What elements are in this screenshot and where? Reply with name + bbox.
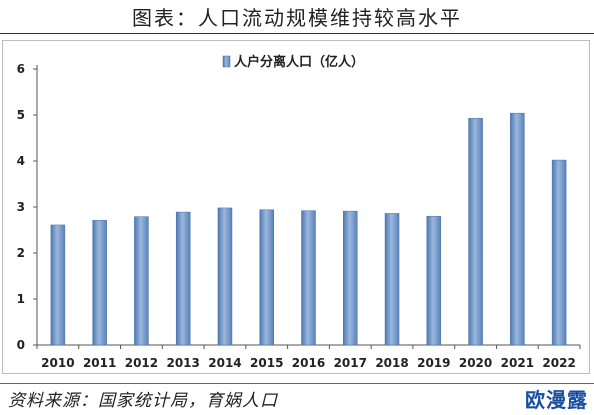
x-tick-label: 2015 xyxy=(250,356,283,370)
bar-2019 xyxy=(426,215,442,346)
bar-2013 xyxy=(175,211,191,346)
bar-2016 xyxy=(301,210,316,346)
x-tick-label: 2019 xyxy=(417,356,450,370)
y-tick-label: 2 xyxy=(17,246,25,260)
title-divider xyxy=(0,33,594,34)
bar-2020 xyxy=(468,117,483,346)
x-tick-label: 2021 xyxy=(501,356,534,370)
chart-frame xyxy=(2,40,590,374)
bar-2012 xyxy=(134,216,149,346)
source-note: 资料来源：国家统计局，育娲人口 xyxy=(8,391,278,411)
y-tick-label: 3 xyxy=(17,200,25,214)
x-tick-label: 2014 xyxy=(208,356,241,370)
page-title: 图表：人口流动规模维持较高水平 xyxy=(132,6,462,30)
legend-swatch xyxy=(222,55,231,68)
bar-2014 xyxy=(217,207,233,346)
bar-2015 xyxy=(259,209,274,346)
bar-2022 xyxy=(551,159,567,346)
y-tick-label: 5 xyxy=(17,108,25,122)
bar-2011 xyxy=(92,220,107,346)
y-tick-label: 6 xyxy=(17,62,25,76)
x-tick-label: 2010 xyxy=(41,356,74,370)
x-tick-label: 2013 xyxy=(166,356,199,370)
y-tick-label: 0 xyxy=(17,338,25,352)
y-tick-label: 1 xyxy=(17,292,25,306)
x-tick-label: 2018 xyxy=(375,356,408,370)
watermark-logo: 欧漫露 xyxy=(525,388,588,412)
y-tick-label: 4 xyxy=(17,154,25,168)
x-tick-label: 2016 xyxy=(292,356,325,370)
x-tick-label: 2012 xyxy=(125,356,158,370)
legend-label: 人户分离人口（亿人） xyxy=(234,54,364,70)
bar-2017 xyxy=(343,210,358,346)
chart-bars xyxy=(50,112,567,346)
x-tick-label: 2020 xyxy=(459,356,492,370)
x-tick-label: 2022 xyxy=(542,356,575,370)
bar-2010 xyxy=(50,224,66,346)
chart-legend: 人户分离人口（亿人） xyxy=(222,54,364,70)
footer-divider xyxy=(0,383,594,384)
x-tick-label: 2017 xyxy=(334,356,367,370)
chart-axes: 0 1 2 3 4 5 6 2010 2011 2012 2013 2014 2015 2016 2017 2… xyxy=(17,62,581,370)
x-tick-label: 2011 xyxy=(83,356,116,370)
bar-2018 xyxy=(384,213,400,346)
bar-2021 xyxy=(510,112,525,346)
